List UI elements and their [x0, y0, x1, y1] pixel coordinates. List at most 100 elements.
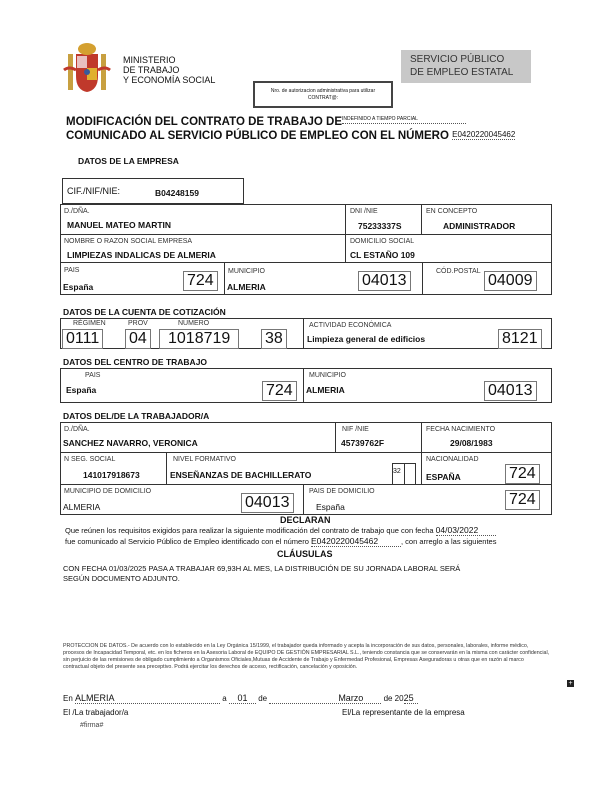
empresa-table	[60, 204, 552, 295]
prov-code: 04	[125, 329, 151, 349]
title-text: MODIFICACIÓN DEL CONTRATO DE TRABAJO DE	[66, 116, 343, 128]
clausula-text: SEGÚN DOCUMENTO ADJUNTO.	[63, 574, 180, 583]
label: NOMBRE O RAZON SOCIAL EMPRESA	[64, 238, 193, 245]
de20-label: de 20	[383, 694, 404, 703]
ministry-line: Y ECONOMÍA SOCIAL	[123, 75, 216, 85]
label: MUNICIPIO DE DOMICILIO	[64, 488, 152, 495]
representante-signature-label: El/La representante de la empresa	[342, 708, 465, 717]
sepe-box: SERVICIO PÚBLICO DE EMPLEO ESTATAL	[401, 50, 531, 83]
plus-icon[interactable]: +	[567, 680, 574, 687]
label: NACIONALIDAD	[426, 456, 479, 463]
actividad-code: 8121	[498, 329, 542, 349]
authorization-text: Nro. de autorizacion administrativa para…	[270, 88, 376, 94]
label: CÓD.POSTAL	[436, 268, 481, 275]
fecha-comunicacion: 04/03/2022	[435, 526, 496, 536]
de-label: de	[258, 694, 268, 703]
pais-domicilio: España	[316, 502, 345, 512]
numero-comunicacion: E0420220045462	[310, 537, 401, 547]
declaran-text: Que reúnen los requisitos exigidos para …	[65, 526, 434, 535]
label: EN CONCEPTO	[426, 208, 478, 215]
label: PROV	[128, 320, 148, 327]
trabajador-name: SANCHEZ NAVARRO, VERONICA	[63, 438, 198, 448]
anio-value: 25	[403, 693, 418, 704]
pais-domicilio-code: 724	[505, 490, 540, 510]
declaran-text: , con arreglo a las siguientes	[400, 537, 497, 546]
municipio-value: ALMERIA	[227, 282, 266, 292]
municipio-domicilio-code: 04013	[241, 493, 294, 513]
centro-municipio: ALMERIA	[306, 385, 345, 395]
label: D./DÑA.	[64, 426, 90, 433]
domicilio-social: CL ESTAÑO 109	[350, 250, 415, 260]
ministry-line: MINISTERIO	[123, 55, 176, 65]
sepe-line: DE EMPLEO ESTATAL	[410, 67, 514, 78]
section-heading: DATOS DEL CENTRO DE TRABAJO	[63, 357, 208, 367]
label: FECHA NACIMIENTO	[426, 426, 496, 433]
contract-type: INDEFINIDO A TIEMPO PARCIAL	[342, 116, 467, 124]
razon-social: LIMPIEZAS INDALICAS DE ALMERIA	[67, 250, 216, 260]
cotizacion-table	[60, 318, 552, 349]
label: PAIS DE DOMICILIO	[309, 488, 375, 495]
lugar-value: ALMERIA	[75, 693, 221, 704]
sepe-line: SERVICIO PÚBLICO	[410, 54, 505, 65]
trabajador-nif: 45739762F	[341, 438, 385, 448]
authorization-box: Nro. de autorizacion administrativa para…	[253, 81, 393, 108]
nivel-code: 32	[393, 468, 401, 475]
section-heading: DATOS DE LA CUENTA DE COTIZACIÓN	[63, 307, 226, 317]
coat-of-arms-logo	[63, 43, 111, 92]
title-text: COMUNICADO AL SERVICIO PÚBLICO DE EMPLEO…	[66, 130, 449, 142]
label: PAIS	[64, 267, 80, 274]
centro-table	[60, 368, 552, 403]
clausula-text: CON FECHA 01/03/2025 PASA A TRABAJAR 69,…	[63, 564, 461, 573]
declaran-line2: fue comunicado al Servicio Público de Em…	[65, 537, 496, 547]
title-line2: COMUNICADO AL SERVICIO PÚBLICO DE EMPLEO…	[66, 130, 516, 143]
pais-code: 724	[183, 271, 218, 291]
clausulas-heading: CLÁUSULAS	[277, 549, 333, 559]
actividad-value: Limpieza general de edificios	[307, 334, 426, 344]
fecha-nacimiento: 29/08/1983	[450, 438, 493, 448]
lugar-fecha-line: En ALMERIA a 01 de Marzo de 2025	[63, 693, 418, 704]
municipio-domicilio: ALMERIA	[63, 502, 101, 512]
concepto-value: ADMINISTRADOR	[443, 221, 516, 231]
declaran-text: fue comunicado al Servicio Público de Em…	[65, 537, 309, 546]
declaran-heading: DECLARAN	[280, 515, 331, 525]
ministry-line: DE TRABAJO	[123, 65, 180, 75]
en-label: En	[63, 694, 73, 703]
trabajador-signature-label: El /La trabajador/a	[63, 708, 129, 717]
municipio-code: 04013	[358, 271, 411, 291]
regimen-code: 0111	[62, 329, 104, 349]
cif-box	[62, 178, 244, 204]
title-line1: MODIFICACIÓN DEL CONTRATO DE TRABAJO DEI…	[66, 116, 467, 129]
contract-number: E0420220045462	[452, 130, 516, 140]
nacionalidad: ESPAÑA	[426, 472, 461, 482]
empresa-representative: MANUEL MATEO MARTIN	[67, 220, 172, 230]
label: DOMICILIO SOCIAL	[350, 238, 415, 245]
firma-placeholder: #firma#	[80, 722, 104, 729]
data-protection-notice: PROTECCION DE DATOS.- De acuerdo con lo …	[63, 643, 550, 670]
centro-municipio-code: 04013	[484, 381, 537, 401]
nacionalidad-code: 724	[505, 464, 540, 484]
seg-social-number: 141017918673	[83, 470, 140, 480]
label: MUNICIPIO	[228, 268, 265, 275]
section-heading: DATOS DEL/DE LA TRABAJADOR/A	[63, 411, 210, 421]
mes-value: Marzo	[269, 693, 382, 704]
cif-value: B04248159	[155, 188, 199, 198]
postal-code: 04009	[484, 271, 537, 291]
label: ACTIVIDAD ECONÓMICA	[309, 322, 392, 329]
trabajador-table	[60, 422, 552, 515]
label: NUMERO	[178, 320, 210, 327]
dni-value: 75233337S	[358, 221, 402, 231]
label: N SEG. SOCIAL	[64, 456, 116, 463]
authorization-text: CONTRAT@:	[307, 95, 339, 101]
cuenta-numero: 1018719	[159, 329, 240, 349]
cuenta-dc: 38	[261, 329, 287, 349]
ministry-name: MINISTERIO DE TRABAJO Y ECONOMÍA SOCIAL	[123, 55, 215, 85]
label: MUNICIPIO	[309, 372, 346, 379]
label: RÉGIMEN	[73, 320, 106, 327]
label: PAIS	[85, 372, 101, 379]
label: NIF /NIE	[342, 426, 369, 433]
declaran-line1: Que reúnen los requisitos exigidos para …	[65, 526, 496, 536]
label: D./DÑA.	[64, 208, 90, 215]
section-heading: DATOS DE LA EMPRESA	[78, 156, 179, 166]
a-label: a	[222, 694, 227, 703]
cif-label: CIF./NIF/NIE:	[67, 186, 121, 196]
